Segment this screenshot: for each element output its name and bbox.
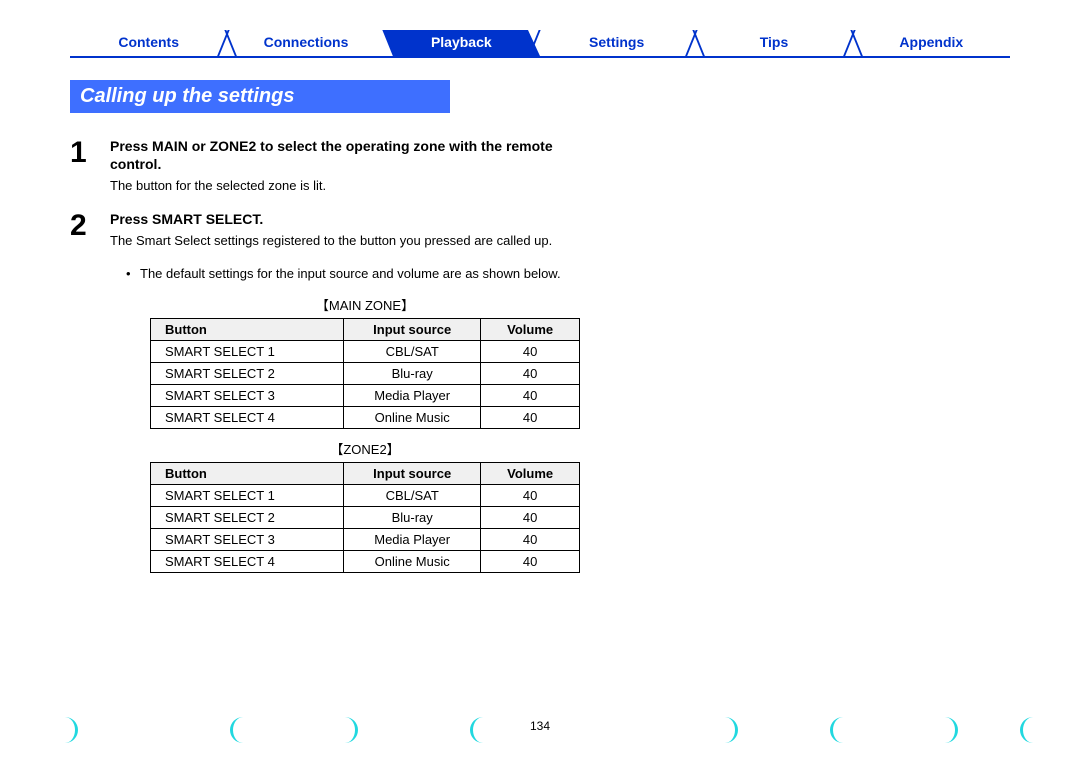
zone-label: 【ZONE2】: [150, 439, 580, 458]
nav-tab-label: Tips: [760, 34, 789, 50]
table-cell: SMART SELECT 2: [151, 362, 344, 384]
table-header: Volume: [481, 462, 580, 484]
table-cell: SMART SELECT 4: [151, 550, 344, 572]
step-number: 1: [70, 138, 110, 195]
step-description: The Smart Select settings registered to …: [110, 232, 580, 250]
nav-tab-label: Connections: [264, 34, 349, 50]
table-cell: Blu-ray: [344, 362, 481, 384]
nav-tab-settings[interactable]: Settings: [538, 30, 695, 56]
table-cell: SMART SELECT 3: [151, 528, 344, 550]
table-row: SMART SELECT 3Media Player40: [151, 528, 580, 550]
table-row: SMART SELECT 3Media Player40: [151, 384, 580, 406]
nav-tab-label: Settings: [589, 34, 644, 50]
table-cell: 40: [481, 362, 580, 384]
table-cell: 40: [481, 550, 580, 572]
table-cell: Media Player: [344, 384, 481, 406]
step-title: Press MAIN or ZONE2 to select the operat…: [110, 138, 580, 173]
table-header: Input source: [344, 318, 481, 340]
table-header: Button: [151, 318, 344, 340]
step-1: 1Press MAIN or ZONE2 to select the opera…: [70, 138, 580, 195]
settings-table-0: ButtonInput sourceVolumeSMART SELECT 1CB…: [150, 318, 580, 429]
table-cell: SMART SELECT 1: [151, 340, 344, 362]
nav-tab-appendix[interactable]: Appendix: [853, 30, 1010, 56]
zone-label: 【MAIN ZONE】: [150, 295, 580, 314]
table-cell: SMART SELECT 2: [151, 506, 344, 528]
nav-tab-connections[interactable]: Connections: [227, 30, 384, 56]
page-number: 134: [0, 719, 1080, 733]
step-body: Press SMART SELECT. The Smart Select sett…: [110, 211, 580, 250]
nav-tab-playback[interactable]: Playback: [383, 30, 540, 56]
table-cell: 40: [481, 484, 580, 506]
table-cell: 40: [481, 384, 580, 406]
step-body: Press MAIN or ZONE2 to select the operat…: [110, 138, 580, 195]
nav-tab-label: Contents: [118, 34, 179, 50]
bullet-note: • The default settings for the input sou…: [126, 266, 580, 281]
table-cell: 40: [481, 528, 580, 550]
table-cell: CBL/SAT: [344, 484, 481, 506]
table-cell: Online Music: [344, 550, 481, 572]
table-header: Input source: [344, 462, 481, 484]
table-row: SMART SELECT 2Blu-ray40: [151, 362, 580, 384]
table-cell: SMART SELECT 4: [151, 406, 344, 428]
table-cell: Media Player: [344, 528, 481, 550]
step-2: 2Press SMART SELECT. The Smart Select set…: [70, 211, 580, 250]
settings-table-1: ButtonInput sourceVolumeSMART SELECT 1CB…: [150, 462, 580, 573]
table-row: SMART SELECT 4Online Music40: [151, 406, 580, 428]
table-row: SMART SELECT 4Online Music40: [151, 550, 580, 572]
section-heading: Calling up the settings: [70, 80, 450, 113]
table-cell: SMART SELECT 1: [151, 484, 344, 506]
nav-tab-label: Appendix: [899, 34, 963, 50]
table-cell: 40: [481, 406, 580, 428]
table-row: SMART SELECT 1CBL/SAT40: [151, 484, 580, 506]
table-header: Button: [151, 462, 344, 484]
step-description: The button for the selected zone is lit.: [110, 177, 580, 195]
nav-tab-contents[interactable]: Contents: [70, 30, 227, 56]
nav-tab-tips[interactable]: Tips: [695, 30, 852, 56]
step-title: Press SMART SELECT.: [110, 211, 580, 229]
table-cell: Online Music: [344, 406, 481, 428]
table-cell: 40: [481, 340, 580, 362]
table-row: SMART SELECT 1CBL/SAT40: [151, 340, 580, 362]
content-column: 1Press MAIN or ZONE2 to select the opera…: [70, 138, 580, 573]
top-nav: Contents Connections Playback Settings Tips A…: [70, 30, 1010, 58]
bullet-dot-icon: •: [126, 266, 140, 281]
table-cell: Blu-ray: [344, 506, 481, 528]
table-cell: 40: [481, 506, 580, 528]
bullet-text: The default settings for the input sourc…: [140, 266, 561, 281]
table-header: Volume: [481, 318, 580, 340]
table-cell: SMART SELECT 3: [151, 384, 344, 406]
step-number: 2: [70, 211, 110, 250]
nav-tab-label: Playback: [431, 34, 492, 50]
table-row: SMART SELECT 2Blu-ray40: [151, 506, 580, 528]
table-cell: CBL/SAT: [344, 340, 481, 362]
